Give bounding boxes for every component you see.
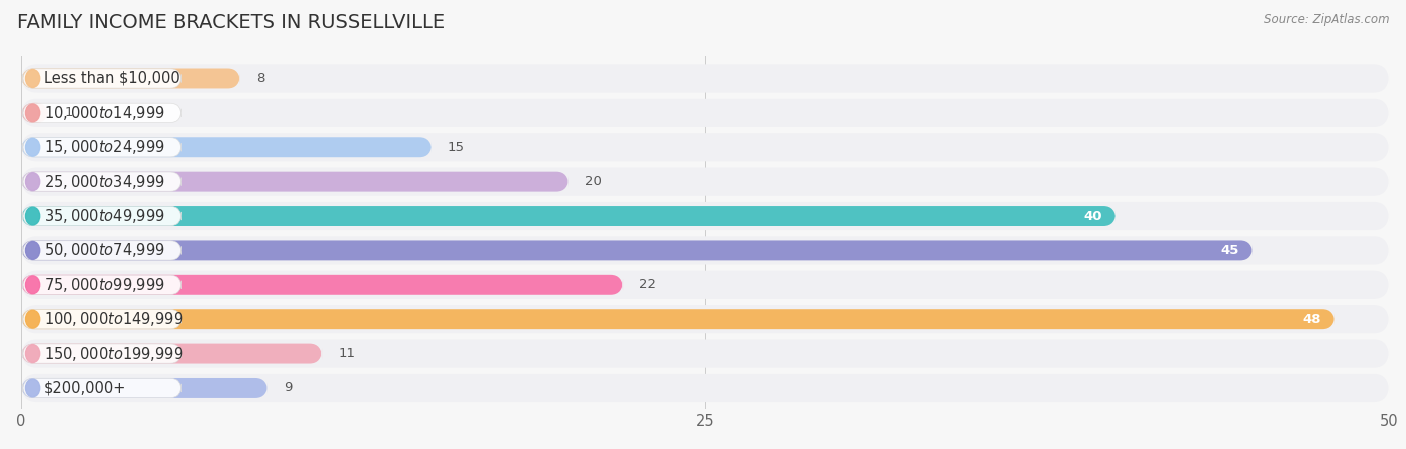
FancyBboxPatch shape bbox=[21, 99, 1389, 127]
Text: 1: 1 bbox=[65, 106, 73, 119]
FancyBboxPatch shape bbox=[22, 309, 181, 329]
Circle shape bbox=[25, 207, 39, 225]
FancyBboxPatch shape bbox=[21, 309, 1334, 329]
FancyBboxPatch shape bbox=[21, 64, 1389, 92]
FancyBboxPatch shape bbox=[22, 241, 181, 260]
FancyBboxPatch shape bbox=[21, 206, 1115, 226]
Text: $10,000 to $14,999: $10,000 to $14,999 bbox=[44, 104, 165, 122]
Text: 48: 48 bbox=[1302, 313, 1320, 326]
FancyBboxPatch shape bbox=[21, 202, 1389, 230]
Text: $50,000 to $74,999: $50,000 to $74,999 bbox=[44, 242, 165, 260]
Text: 45: 45 bbox=[1220, 244, 1239, 257]
FancyBboxPatch shape bbox=[22, 138, 181, 157]
Circle shape bbox=[25, 310, 39, 328]
Text: 11: 11 bbox=[339, 347, 356, 360]
FancyBboxPatch shape bbox=[21, 167, 1389, 196]
FancyBboxPatch shape bbox=[21, 236, 1389, 264]
Text: $25,000 to $34,999: $25,000 to $34,999 bbox=[44, 172, 165, 191]
Text: 9: 9 bbox=[284, 382, 292, 395]
FancyBboxPatch shape bbox=[22, 207, 181, 226]
FancyBboxPatch shape bbox=[21, 240, 1253, 260]
Text: 40: 40 bbox=[1084, 210, 1102, 223]
Circle shape bbox=[25, 104, 39, 122]
Circle shape bbox=[25, 70, 39, 88]
FancyBboxPatch shape bbox=[22, 172, 181, 191]
FancyBboxPatch shape bbox=[21, 339, 1389, 368]
FancyBboxPatch shape bbox=[21, 378, 267, 398]
FancyBboxPatch shape bbox=[21, 275, 623, 295]
Text: $150,000 to $199,999: $150,000 to $199,999 bbox=[44, 344, 183, 363]
FancyBboxPatch shape bbox=[22, 344, 181, 363]
FancyBboxPatch shape bbox=[22, 103, 181, 123]
FancyBboxPatch shape bbox=[21, 374, 1389, 402]
FancyBboxPatch shape bbox=[21, 271, 1389, 299]
FancyBboxPatch shape bbox=[21, 69, 240, 88]
FancyBboxPatch shape bbox=[22, 379, 181, 397]
Text: 15: 15 bbox=[449, 141, 465, 154]
FancyBboxPatch shape bbox=[21, 103, 48, 123]
Circle shape bbox=[25, 345, 39, 362]
FancyBboxPatch shape bbox=[21, 137, 432, 157]
FancyBboxPatch shape bbox=[22, 275, 181, 295]
Text: 20: 20 bbox=[585, 175, 602, 188]
Text: Source: ZipAtlas.com: Source: ZipAtlas.com bbox=[1264, 13, 1389, 26]
Text: $75,000 to $99,999: $75,000 to $99,999 bbox=[44, 276, 165, 294]
FancyBboxPatch shape bbox=[21, 133, 1389, 161]
FancyBboxPatch shape bbox=[21, 343, 322, 364]
FancyBboxPatch shape bbox=[22, 69, 181, 88]
Text: FAMILY INCOME BRACKETS IN RUSSELLVILLE: FAMILY INCOME BRACKETS IN RUSSELLVILLE bbox=[17, 13, 444, 32]
Text: $100,000 to $149,999: $100,000 to $149,999 bbox=[44, 310, 183, 328]
Circle shape bbox=[25, 276, 39, 294]
Text: 8: 8 bbox=[256, 72, 264, 85]
Circle shape bbox=[25, 138, 39, 156]
FancyBboxPatch shape bbox=[21, 305, 1389, 333]
Circle shape bbox=[25, 242, 39, 260]
Text: $35,000 to $49,999: $35,000 to $49,999 bbox=[44, 207, 165, 225]
FancyBboxPatch shape bbox=[21, 172, 568, 192]
Text: $15,000 to $24,999: $15,000 to $24,999 bbox=[44, 138, 165, 156]
Circle shape bbox=[25, 173, 39, 190]
Text: Less than $10,000: Less than $10,000 bbox=[44, 71, 180, 86]
Circle shape bbox=[25, 379, 39, 397]
Text: $200,000+: $200,000+ bbox=[44, 380, 127, 396]
Text: 22: 22 bbox=[640, 278, 657, 291]
